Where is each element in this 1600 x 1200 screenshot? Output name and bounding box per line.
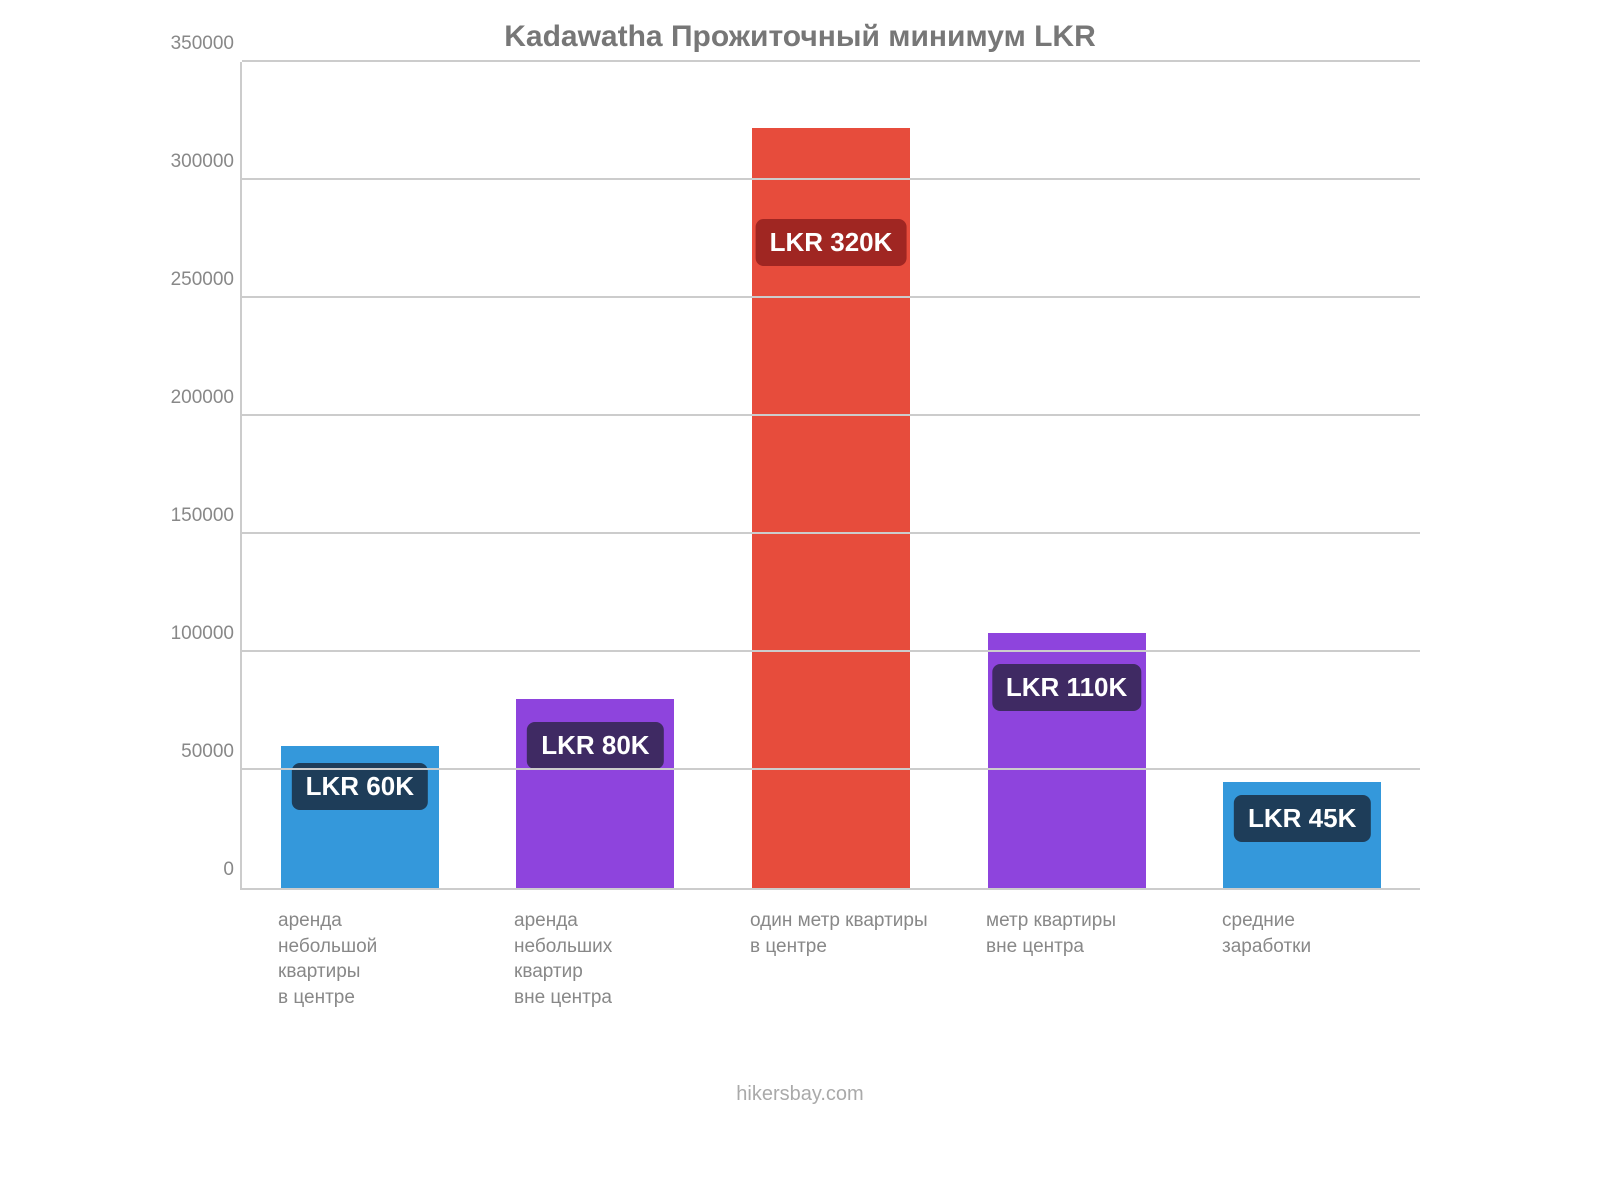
gridline: [242, 178, 1420, 180]
bar: LKR 80K: [516, 699, 674, 888]
x-label-slot: один метр квартиры в центре: [712, 908, 948, 1011]
gridline: [242, 414, 1420, 416]
y-tick-label: 250000: [144, 269, 234, 291]
value-badge: LKR 45K: [1234, 795, 1370, 842]
bar: LKR 45K: [1223, 782, 1381, 888]
chart-footer: hikersbay.com: [140, 1083, 1460, 1106]
value-badge: LKR 80K: [527, 722, 663, 769]
gridline: [242, 768, 1420, 770]
gridline: [242, 60, 1420, 62]
y-tick-label: 50000: [144, 741, 234, 763]
value-badge: LKR 60K: [292, 763, 428, 810]
bars-container: LKR 60K LKR 80K LKR 320K LKR 110K LKR 45K: [242, 62, 1420, 888]
x-axis-label: аренда небольшой квартиры в центре: [278, 908, 377, 1011]
y-tick-label: 200000: [144, 387, 234, 409]
x-axis-labels: аренда небольшой квартиры в центре аренда…: [240, 908, 1420, 1011]
value-badge: LKR 110K: [992, 664, 1141, 711]
chart-title: Kadawatha Прожиточный минимум LKR: [140, 20, 1460, 54]
y-tick-label: 0: [144, 859, 234, 881]
chart-frame: LKR 60K LKR 80K LKR 320K LKR 110K LKR 45K 0 5…: [140, 62, 1460, 892]
bar: LKR 320K: [752, 128, 910, 888]
bar-slot: LKR 45K: [1184, 62, 1420, 888]
x-label-slot: метр квартиры вне центра: [948, 908, 1184, 1011]
y-tick-label: 100000: [144, 623, 234, 645]
bar: LKR 110K: [988, 633, 1146, 888]
y-tick-label: 150000: [144, 505, 234, 527]
y-tick-label: 300000: [144, 151, 234, 173]
x-axis-label: один метр квартиры в центре: [750, 908, 928, 1011]
y-tick-label: 350000: [144, 33, 234, 55]
bar-slot: LKR 80K: [478, 62, 714, 888]
value-badge: LKR 320K: [756, 219, 907, 266]
x-label-slot: аренда небольших квартир вне центра: [476, 908, 712, 1011]
x-axis-label: аренда небольших квартир вне центра: [514, 908, 612, 1011]
x-axis-label: средние заработки: [1222, 908, 1311, 1011]
bar-slot: LKR 320K: [713, 62, 949, 888]
chart-plot: LKR 60K LKR 80K LKR 320K LKR 110K LKR 45K: [240, 62, 1420, 890]
bar-slot: LKR 60K: [242, 62, 478, 888]
gridline: [242, 650, 1420, 652]
x-label-slot: аренда небольшой квартиры в центре: [240, 908, 476, 1011]
bar-slot: LKR 110K: [949, 62, 1185, 888]
x-label-slot: средние заработки: [1184, 908, 1420, 1011]
x-axis-label: метр квартиры вне центра: [986, 908, 1116, 1011]
gridline: [242, 296, 1420, 298]
gridline: [242, 532, 1420, 534]
